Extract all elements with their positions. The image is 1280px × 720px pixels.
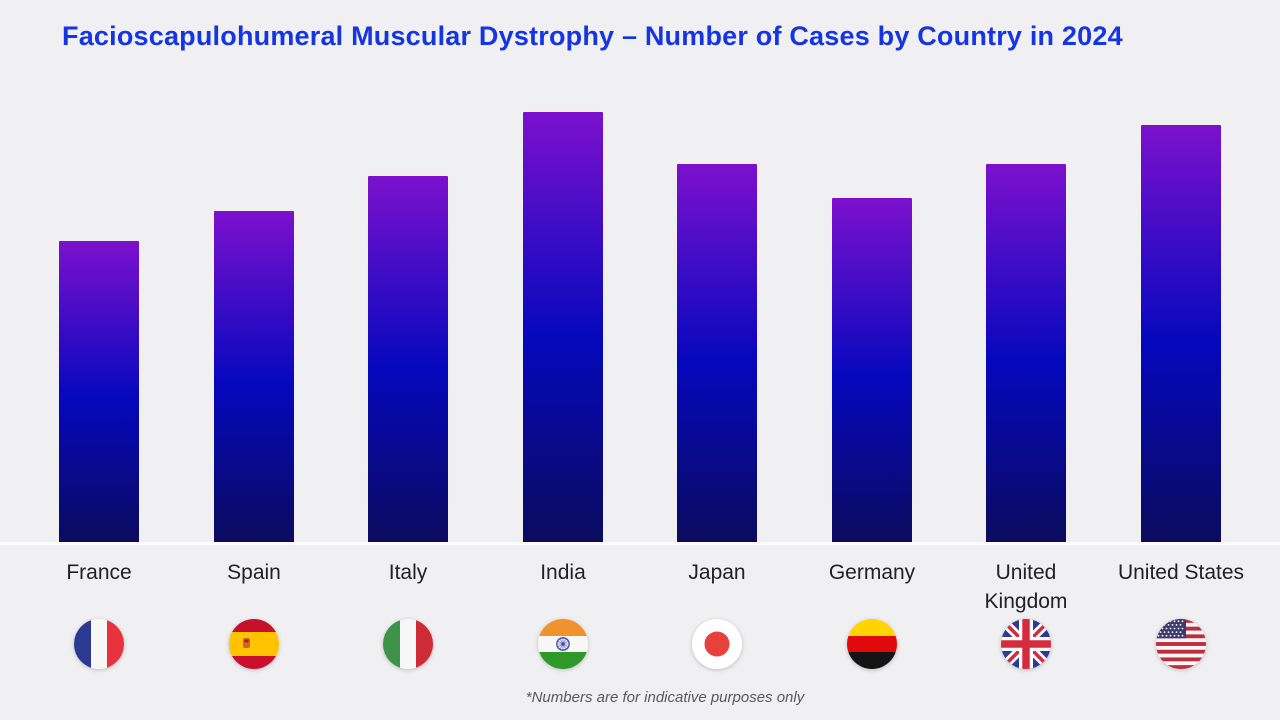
category-label-germany: Germany <box>828 561 916 584</box>
italy-flag-icon <box>383 619 433 669</box>
bar-united-kingdom <box>986 164 1066 542</box>
bar-france <box>59 241 139 542</box>
bar-italy <box>368 176 448 542</box>
category-label-japan: Japan <box>688 561 746 584</box>
category-label-united-states: United States <box>1117 561 1245 584</box>
germany-flag-icon <box>847 619 897 669</box>
united-states-flag-icon <box>1156 619 1206 669</box>
category-label-india: India <box>540 561 586 584</box>
category-label-italy: Italy <box>388 561 428 584</box>
category-label-united-kingdom: United Kingdom <box>984 561 1068 613</box>
footnote: *Numbers are for indicative purposes onl… <box>525 689 805 706</box>
bar-united-states <box>1141 125 1221 542</box>
bar-spain <box>214 211 294 542</box>
united-kingdom-flag-icon <box>1001 619 1051 669</box>
category-label-france: France <box>66 561 132 584</box>
chart-title: Facioscapulohumeral Muscular Dystrophy –… <box>62 21 1123 51</box>
japan-flag-icon <box>692 619 742 669</box>
bar-germany <box>832 198 912 542</box>
india-flag-icon <box>538 619 588 669</box>
x-axis-line <box>0 542 1280 545</box>
bar-india <box>523 112 603 542</box>
bar-chart <box>0 112 1280 542</box>
france-flag-icon <box>74 619 124 669</box>
category-label-spain: Spain <box>227 561 281 584</box>
spain-flag-icon <box>229 619 279 669</box>
bar-japan <box>677 164 757 542</box>
